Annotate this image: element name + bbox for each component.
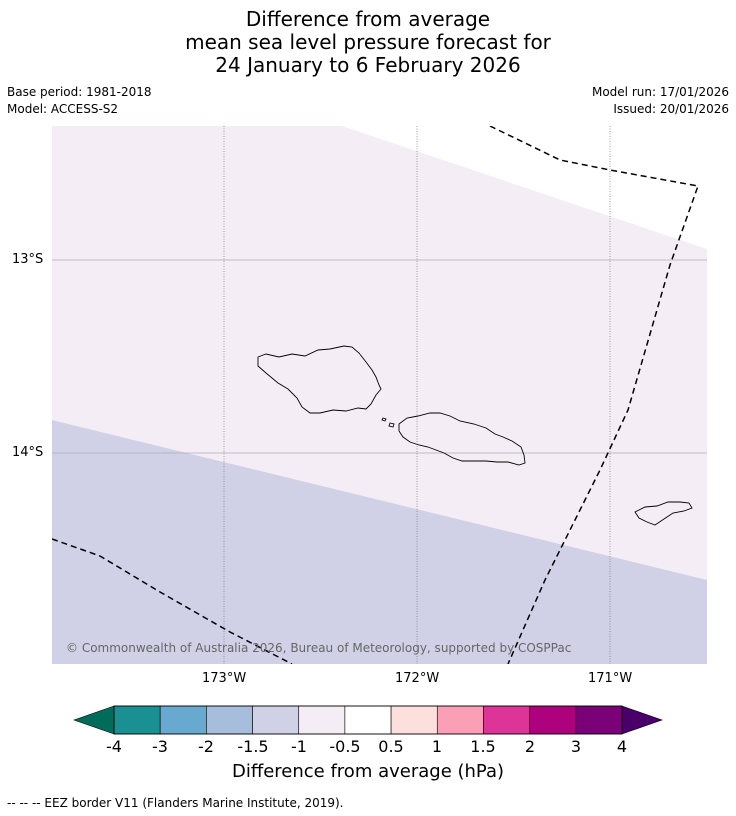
- colorbar-label: Difference from average (hPa): [231, 761, 505, 782]
- colorbar-segment: [575, 705, 623, 735]
- colorbar-tick: -1.5: [237, 737, 269, 756]
- title-line-3: 24 January to 6 February 2026: [215, 53, 521, 77]
- apolima-island: [388, 422, 395, 428]
- chart-title: Difference from average mean sea level p…: [0, 8, 736, 77]
- model-run: Model run: 17/01/2026: [591, 85, 729, 99]
- colorbar-segments: [113, 705, 623, 735]
- colorbar-tick: 1.5: [470, 737, 496, 756]
- coastlines: [257, 345, 693, 526]
- colorbar-tick: -3: [152, 737, 168, 756]
- colorbar-over-triangle: [621, 705, 663, 735]
- upolu-island: [398, 412, 526, 466]
- eez-border: [52, 126, 700, 664]
- lat-label-13s: 13°S: [12, 252, 44, 267]
- parallels: [52, 259, 707, 454]
- colorbar-tick: 2: [524, 737, 536, 756]
- base-period: Base period: 1981-2018: [7, 85, 152, 99]
- title-line-2: mean sea level pressure forecast for: [185, 30, 551, 54]
- colorbar-segment: [529, 705, 577, 735]
- colorbar-tick: 1: [431, 737, 443, 756]
- colorbar-segment: [113, 705, 161, 735]
- meta-right: Model run: 17/01/2026 Issued: 20/01/2026: [592, 84, 729, 118]
- lon-label-172w: 172°W: [395, 671, 440, 686]
- issued-date: Issued: 20/01/2026: [613, 102, 729, 116]
- colorbar-under-triangle: [73, 705, 115, 735]
- region-minus15-to-minus1: [52, 420, 707, 664]
- graticule: [223, 126, 611, 664]
- title-line-1: Difference from average: [245, 7, 491, 31]
- lat-label-14s: 14°S: [12, 445, 44, 460]
- meta-left: Base period: 1981-2018 Model: ACCESS-S2: [7, 84, 152, 118]
- colorbar-tick: 4: [616, 737, 628, 756]
- eez-border-southwest: [52, 538, 293, 664]
- colorbar-segment: [436, 705, 484, 735]
- copyright-notice: © Commonwealth of Australia 2026, Bureau…: [66, 641, 572, 655]
- colorbar-frame: [113, 705, 623, 735]
- region-minus1-to-minus05: [52, 126, 707, 580]
- colorbar-tick: -4: [106, 737, 122, 756]
- map-panel: [52, 126, 707, 664]
- colorbar-tick: -0.5: [329, 737, 361, 756]
- colorbar-segment: [206, 705, 253, 735]
- colorbar-segment: [483, 705, 530, 735]
- manono-island: [381, 417, 387, 422]
- colorbar: [73, 705, 663, 735]
- colorbar-tick: 0.5: [378, 737, 404, 756]
- colorbar-segment: [344, 705, 392, 735]
- colorbar-tick: 3: [570, 737, 582, 756]
- colorbar-tick: -2: [198, 737, 214, 756]
- eez-border-east: [489, 126, 700, 664]
- tutuila-island: [634, 501, 693, 526]
- colorbar-tick: -1: [291, 737, 307, 756]
- colorbar-segment: [159, 705, 207, 735]
- colorbar-segment: [252, 705, 300, 735]
- colorbar-segment: [390, 705, 438, 735]
- savaii-island: [257, 345, 382, 414]
- eez-footnote: -- -- -- EEZ border V11 (Flanders Marine…: [7, 796, 344, 810]
- lon-label-171w: 171°W: [588, 671, 633, 686]
- model-name: Model: ACCESS-S2: [7, 102, 119, 116]
- lon-label-173w: 173°W: [202, 671, 247, 686]
- colorbar-segment: [298, 705, 346, 735]
